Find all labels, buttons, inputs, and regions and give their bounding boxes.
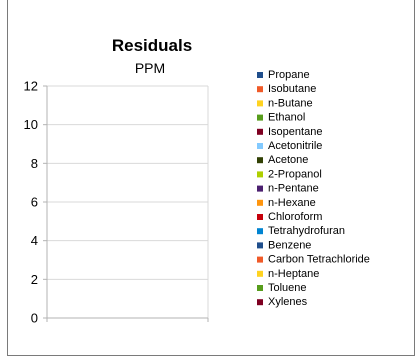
legend-label: Xylenes (268, 296, 308, 308)
legend-label: n-Pentane (268, 183, 319, 195)
legend-entry: Acetonitrile (257, 140, 322, 152)
legend-label: Benzene (268, 239, 311, 251)
legend-swatch (257, 285, 263, 291)
legend-label: Chloroform (268, 211, 322, 223)
legend-swatch (257, 143, 263, 149)
legend-entry: Propane (257, 69, 310, 81)
legend-label: Acetonitrile (268, 140, 322, 152)
legend-swatch (257, 72, 263, 78)
legend-label: Carbon Tetrachloride (268, 254, 370, 266)
legend: Propane Isobutane n-Butane Ethanol Isopentan… (257, 69, 370, 308)
legend-label: Isopentane (268, 126, 322, 138)
legend-entry: Tetrahydrofuran (257, 225, 345, 237)
legend-entry: Carbon Tetrachloride (257, 254, 370, 266)
legend-entry: Acetone (257, 154, 308, 166)
legend-swatch (257, 199, 263, 206)
legend-swatch (257, 114, 263, 121)
y-tick-label-4: 4 (31, 233, 38, 248)
legend-entry: Isobutane (257, 83, 316, 95)
legend-label: Isobutane (268, 83, 316, 95)
legend-swatch (257, 86, 263, 93)
y-tick-label-6: 6 (31, 195, 38, 210)
legend-swatch (257, 100, 263, 107)
legend-label: 2-Propanol (268, 168, 322, 180)
legend-entry: Xylenes (257, 296, 308, 308)
legend-swatch (257, 157, 263, 164)
legend-label: n-Heptane (268, 268, 319, 280)
legend-swatch (257, 171, 263, 178)
legend-entry: Isopentane (257, 126, 322, 138)
legend-label: Tetrahydrofuran (268, 225, 345, 237)
legend-swatch (257, 270, 263, 277)
legend-label: n-Butane (268, 97, 313, 109)
y-tick-label-2: 2 (31, 272, 38, 287)
legend-label: Ethanol (268, 112, 305, 124)
legend-entry: 2-Propanol (257, 168, 322, 180)
y-tick-label-0: 0 (31, 311, 38, 326)
legend-entry: n-Heptane (257, 268, 319, 280)
legend-swatch (257, 128, 263, 135)
legend-entry: Benzene (257, 239, 311, 251)
plot-area (47, 85, 209, 319)
y-tick-label-12: 12 (24, 79, 38, 94)
y-axis: 0 2 4 6 8 10 12 (24, 79, 209, 326)
legend-entry: n-Hexane (257, 197, 316, 209)
legend-swatch (257, 242, 263, 249)
frame-left-border (7, 0, 8, 356)
chart-subtitle: PPM (135, 60, 165, 76)
y-tick-label-8: 8 (31, 156, 38, 171)
legend-swatch (257, 256, 263, 263)
legend-swatch (257, 228, 263, 235)
legend-label: n-Hexane (268, 197, 316, 209)
chart-title: Residuals (112, 36, 192, 55)
legend-entry: n-Butane (257, 97, 313, 109)
legend-label: Propane (268, 69, 310, 81)
legend-swatch (257, 214, 263, 220)
legend-entry: Toluene (257, 282, 307, 294)
legend-swatch (257, 185, 263, 192)
legend-entry: Chloroform (257, 211, 322, 223)
legend-swatch (257, 299, 263, 306)
legend-entry: Ethanol (257, 112, 305, 124)
legend-entry: n-Pentane (257, 183, 319, 195)
y-tick-label-10: 10 (24, 117, 38, 132)
legend-label: Toluene (268, 282, 307, 294)
legend-label: Acetone (268, 154, 308, 166)
